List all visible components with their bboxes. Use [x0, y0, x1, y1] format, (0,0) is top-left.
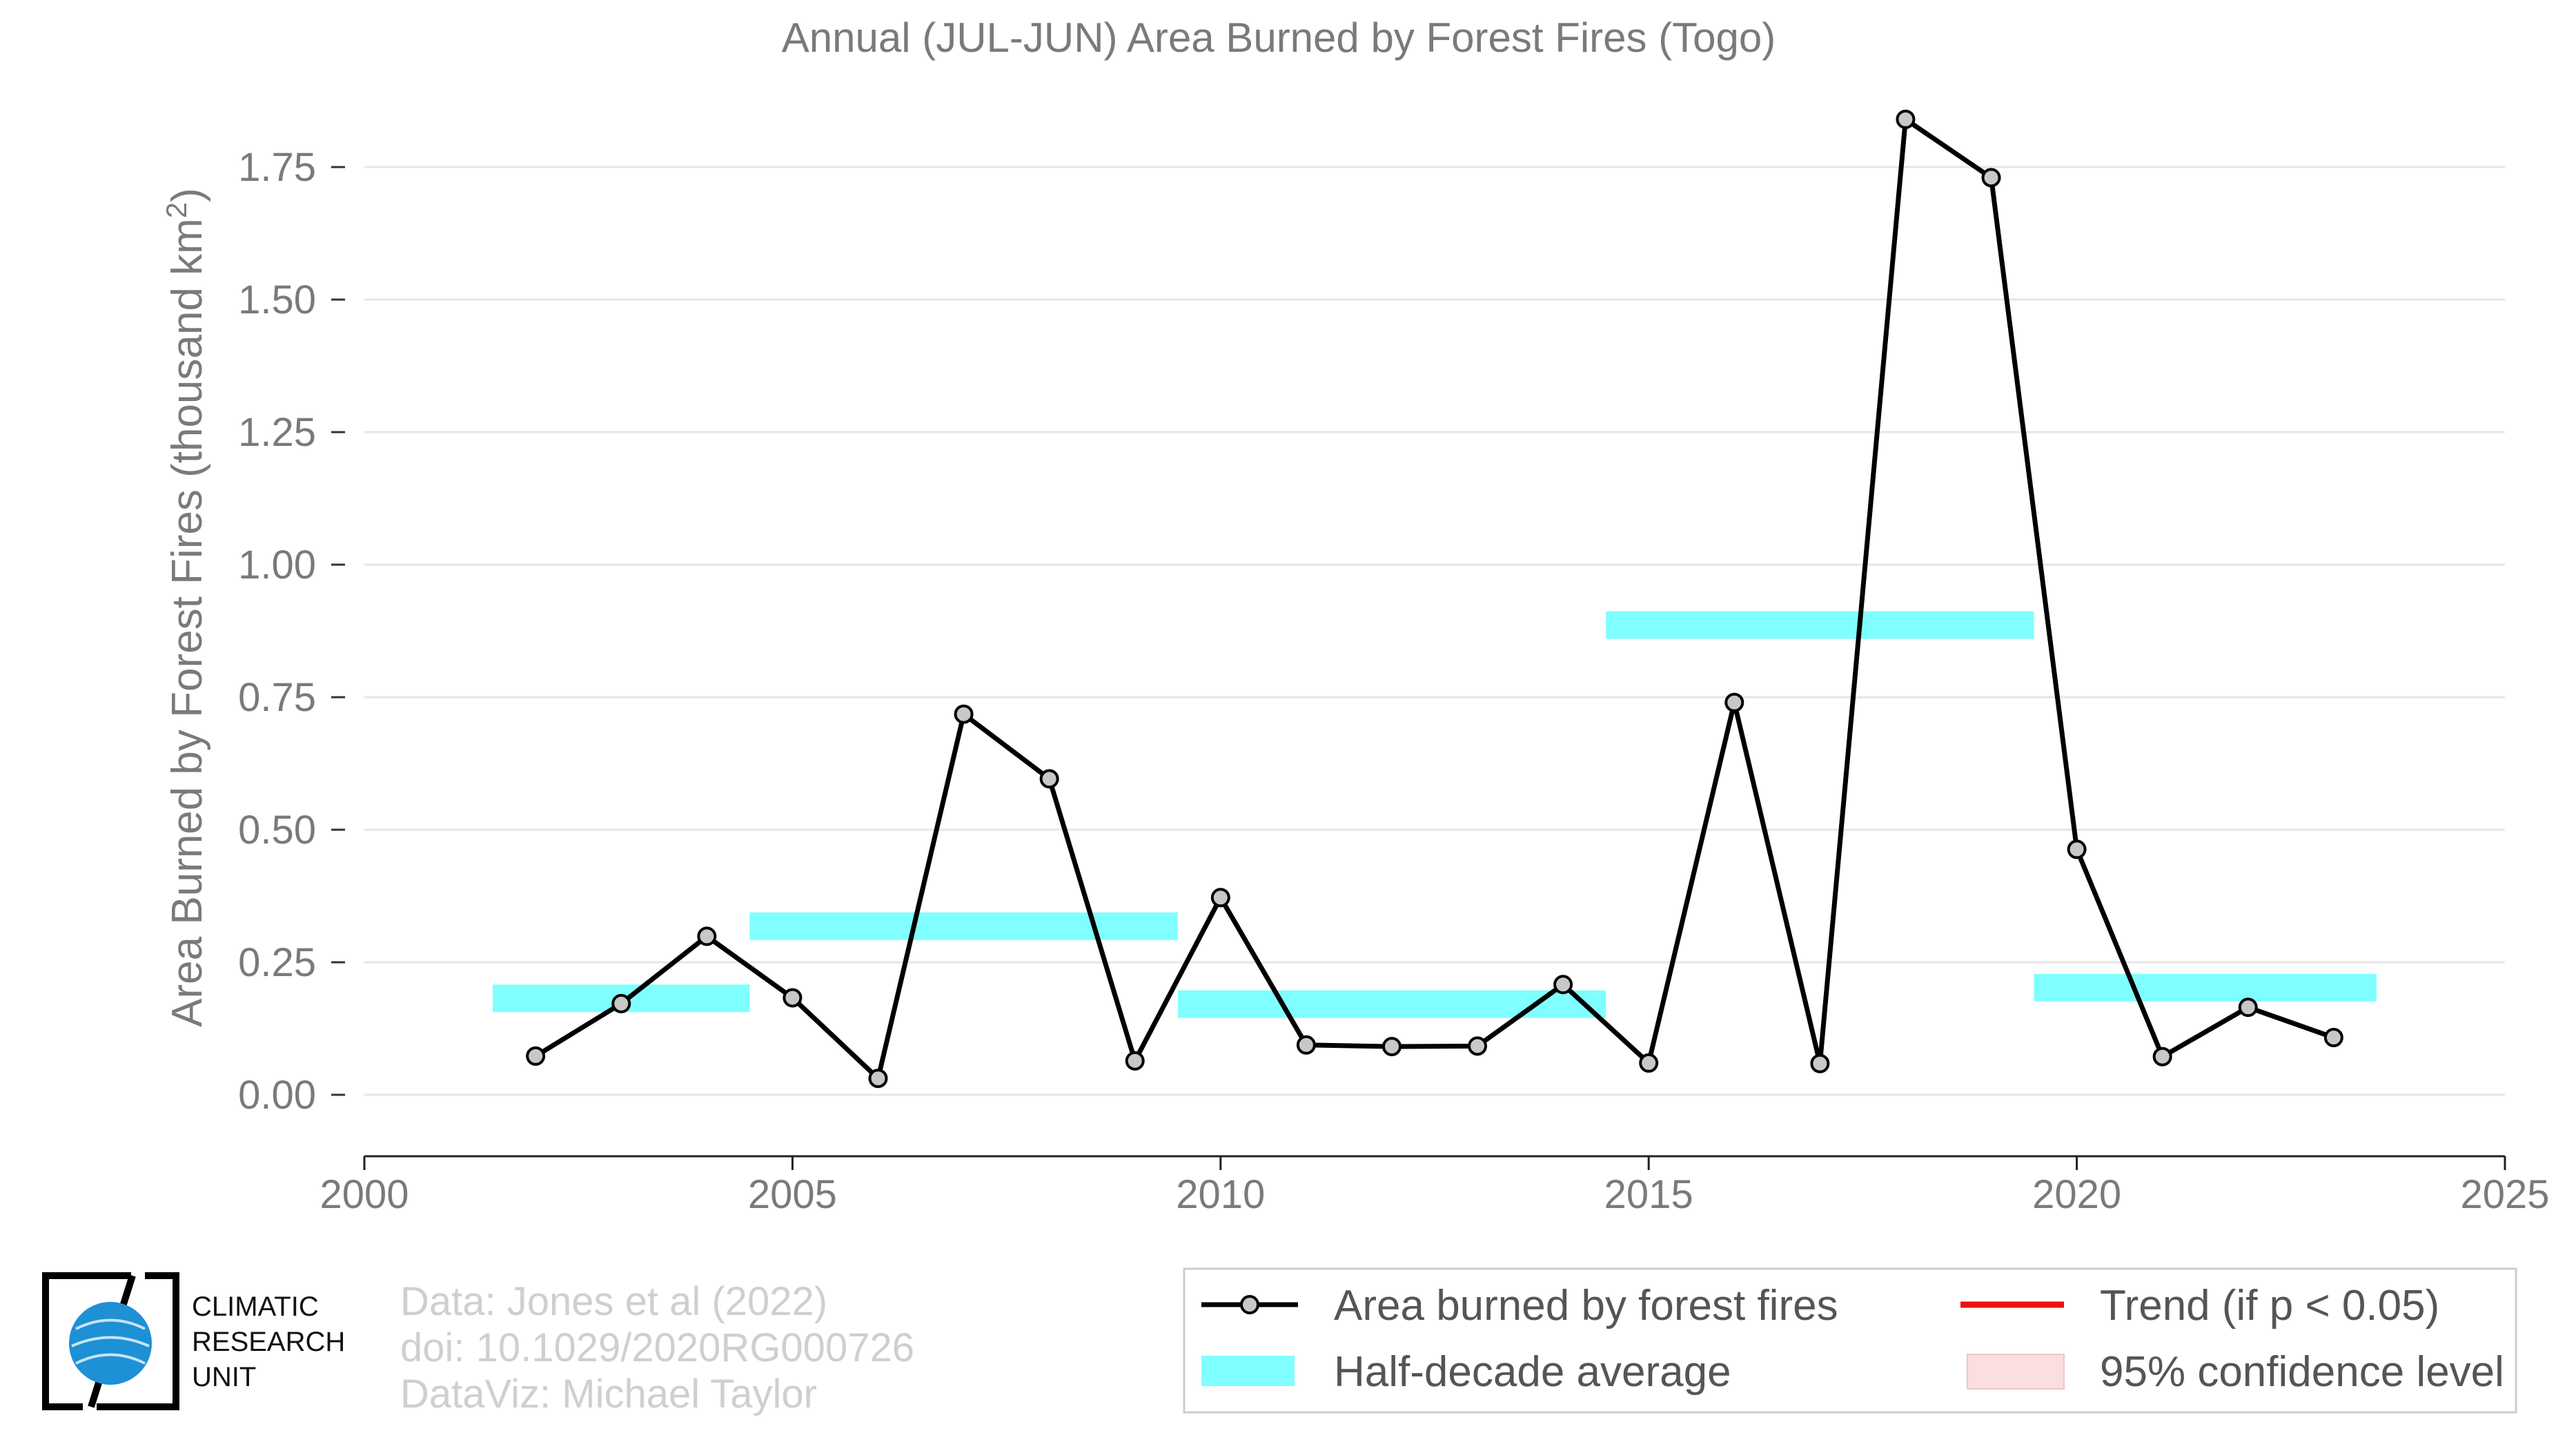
- logo-text-unit: UNIT: [192, 1362, 256, 1392]
- legend-label-confidence: 95% confidence level: [2100, 1348, 2504, 1396]
- y-tick-label: 1.50: [238, 277, 316, 322]
- legend-label-area-burned: Area burned by forest fires: [1334, 1282, 1838, 1330]
- data-point: [697, 926, 717, 946]
- x-tick-label: 2010: [1176, 1172, 1265, 1217]
- y-axis-title-superscript: 2: [160, 202, 193, 218]
- data-point: [1039, 769, 1059, 789]
- data-point: [2067, 839, 2087, 859]
- y-tick-label: 0.00: [238, 1073, 316, 1118]
- data-point: [1125, 1051, 1145, 1071]
- chart-title: Annual (JUL-JUN) Area Burned by Forest F…: [782, 14, 1776, 61]
- y-axis-title: Area Burned by Forest Fires (thousand km…: [160, 188, 211, 1027]
- data-point: [1382, 1037, 1402, 1057]
- y-tick-label: 1.25: [238, 410, 316, 455]
- legend-confidence-swatch: [1967, 1354, 2065, 1390]
- logo-text-climatic: CLIMATIC: [192, 1292, 319, 1322]
- globe-lines-icon: [71, 1318, 150, 1365]
- legend-label-trend: Trend (if p < 0.05): [2100, 1282, 2439, 1330]
- credit-doi: doi: 10.1029/2020RG000726: [400, 1325, 914, 1370]
- y-tick-label: 0.25: [238, 940, 316, 985]
- data-point: [954, 704, 974, 724]
- x-tick-label: 2025: [2460, 1172, 2549, 1217]
- y-axis-ticks: 0.00 0.25 0.50 0.75 1.00 1.25 1.50 1.75: [238, 145, 345, 1118]
- legend-box: [1183, 1267, 2517, 1414]
- series-line: [534, 117, 2335, 1081]
- credits: Data: Jones et al (2022) doi: 10.1029/20…: [400, 1279, 914, 1416]
- legend-marker-swatch: [1240, 1295, 1259, 1314]
- cru-logo: CLIMATIC RESEARCH UNIT: [42, 1272, 345, 1410]
- x-tick-label: 2020: [2032, 1172, 2121, 1217]
- x-tick-label: 2005: [748, 1172, 837, 1217]
- half-decade-average-bar: [1606, 611, 2034, 639]
- series-area-burned: [526, 109, 2343, 1089]
- data-point: [1724, 692, 1744, 712]
- x-tick-label: 2000: [319, 1172, 409, 1217]
- half-decade-average-bars: [493, 611, 2377, 1018]
- data-point: [1810, 1053, 1830, 1073]
- data-point: [1296, 1035, 1316, 1055]
- half-decade-average-bar: [2034, 973, 2377, 1002]
- data-point: [1896, 109, 1916, 129]
- x-axis: 2000 2005 2010 2015 2020 2025: [319, 1155, 2550, 1217]
- logo-bracket-left: [42, 1272, 131, 1410]
- gridlines: [364, 166, 2505, 1096]
- credit-data-source: Data: Jones et al (2022): [400, 1279, 827, 1324]
- data-point: [2323, 1028, 2343, 1048]
- data-point: [783, 988, 803, 1008]
- legend: Area burned by forest fires Trend (if p …: [1183, 1267, 2517, 1414]
- y-tick-label: 0.75: [238, 675, 316, 720]
- data-point: [1468, 1036, 1488, 1056]
- y-axis-title-main: Area Burned by Forest Fires (thousand km: [164, 218, 211, 1027]
- y-tick-label: 1.00: [238, 543, 316, 587]
- data-point: [868, 1069, 888, 1089]
- logo-bracket-right: [97, 1272, 179, 1410]
- data-point: [2152, 1046, 2172, 1067]
- y-tick-label: 0.50: [238, 808, 316, 853]
- half-decade-average-bar: [749, 912, 1178, 940]
- data-point: [1210, 888, 1230, 908]
- legend-half-decade-swatch: [1201, 1356, 1295, 1386]
- data-point: [1639, 1053, 1659, 1073]
- data-point: [1981, 168, 2001, 188]
- y-tick-label: 1.75: [238, 145, 316, 190]
- data-point: [526, 1046, 546, 1066]
- data-point: [1553, 975, 1573, 995]
- legend-label-half-decade: Half-decade average: [1334, 1348, 1731, 1396]
- x-tick-label: 2015: [1604, 1172, 1693, 1217]
- logo-text-research: RESEARCH: [192, 1327, 345, 1357]
- data-point: [2238, 997, 2258, 1017]
- y-axis-title-suffix: ): [164, 188, 211, 202]
- data-point: [611, 993, 631, 1013]
- half-decade-average-bar: [1177, 990, 1606, 1018]
- credit-dataviz: DataViz: Michael Taylor: [400, 1372, 817, 1416]
